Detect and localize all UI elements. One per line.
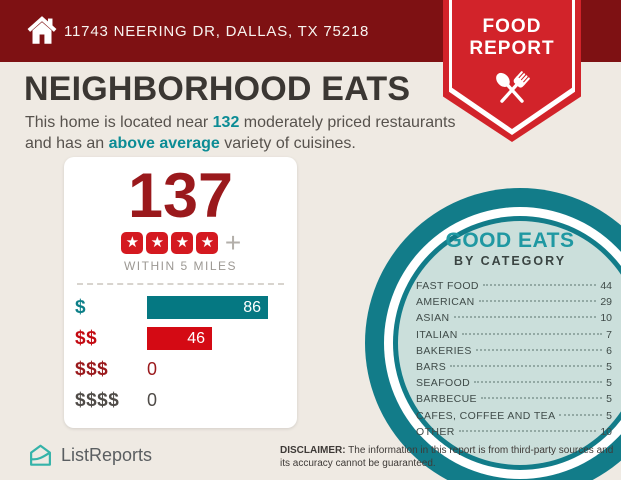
dotted-leader	[482, 284, 597, 286]
category-name: BAKERIES	[416, 344, 472, 357]
category-name: ASIAN	[416, 312, 450, 325]
star-icon: ★	[121, 232, 144, 254]
category-name: ITALIAN	[416, 328, 458, 341]
chart-row: $$$$ 0	[75, 386, 286, 415]
good-eats-content: GOOD EATS BY CATEGORY FAST FOOD 44 AMERICA…	[398, 221, 621, 465]
star-icon: ★	[171, 232, 194, 254]
category-name: CAFES, COFFEE AND TEA	[416, 409, 556, 422]
intro-part1: This home is located near	[25, 114, 213, 131]
crossed-spoon-fork-icon	[496, 71, 530, 103]
chart-row: $$ 46	[75, 324, 286, 353]
price-tier-label: $$	[75, 327, 98, 349]
category-count: 5	[606, 377, 612, 390]
intro-text: This home is located near 132 moderately…	[25, 112, 473, 154]
category-count: 7	[606, 328, 612, 341]
category-name: AMERICAN	[416, 296, 475, 309]
star-icon: ★	[196, 232, 219, 254]
category-item: OTHER 10	[416, 424, 612, 440]
plus-icon: +	[224, 227, 242, 258]
badge-line2: REPORT	[469, 38, 555, 60]
category-item: FAST FOOD 44	[416, 278, 612, 294]
good-eats-circle: GOOD EATS BY CATEGORY FAST FOOD 44 AMERICA…	[398, 221, 621, 465]
page-title: NEIGHBORHOOD EATS	[24, 70, 411, 108]
category-count: 5	[606, 361, 612, 374]
dotted-leader	[559, 413, 603, 416]
badge-line1: FOOD	[482, 16, 542, 37]
intro-part2: moderately priced restaurants and has an	[25, 114, 456, 153]
listreports-logo-icon	[30, 444, 51, 466]
zero-value: 0	[147, 359, 158, 379]
bar: 86	[147, 296, 268, 319]
category-count: 6	[606, 344, 612, 357]
category-item: SEAFOOD 5	[416, 375, 612, 391]
category-item: BAKERIES 6	[416, 343, 612, 359]
intro-part3: variety of cuisines.	[219, 135, 356, 153]
bar-area: 0	[147, 390, 286, 411]
disclaimer-label: DISCLAIMER:	[280, 445, 346, 456]
bar-area: 46	[147, 327, 286, 350]
badge-title: FOOD REPORT	[469, 16, 554, 60]
star-icon: ★	[146, 232, 169, 254]
category-count: 5	[606, 393, 612, 406]
restaurant-count-highlight: 132	[212, 114, 240, 131]
price-tier-label: $$$	[75, 358, 109, 380]
category-item: ASIAN 10	[416, 310, 612, 326]
category-item: ITALIAN 7	[416, 327, 612, 343]
dotted-leader	[453, 316, 597, 319]
chart-row: $$$ 0	[75, 355, 286, 384]
zero-value: 0	[147, 390, 158, 410]
dotted-leader	[475, 348, 603, 351]
food-report-badge: FOOD REPORT	[443, 0, 581, 142]
category-count: 29	[600, 296, 612, 309]
dotted-leader	[450, 365, 603, 368]
category-item: CAFES, COFFEE AND TEA 5	[416, 408, 612, 424]
category-count: 5	[606, 409, 612, 422]
category-name: BARS	[416, 361, 447, 374]
variety-highlight: above average	[108, 135, 220, 153]
good-eats-title: GOOD EATS	[445, 229, 575, 252]
category-list: FAST FOOD 44 AMERICAN 29 ASIAN 10 ITALIAN 7 BAKE…	[416, 278, 612, 440]
brand-name: ListReports	[61, 445, 153, 465]
bar: 46	[147, 327, 212, 350]
category-item: AMERICAN 29	[416, 294, 612, 310]
category-name: SEAFOOD	[416, 377, 471, 390]
dotted-leader	[461, 332, 603, 335]
dotted-leader	[458, 429, 597, 432]
category-name: OTHER	[416, 425, 455, 438]
category-name: BARBECUE	[416, 393, 477, 406]
price-tier-label: $	[75, 296, 87, 318]
rating-row: ★ ★ ★ ★ +	[64, 227, 297, 258]
good-eats-subtitle: BY CATEGORY	[453, 254, 567, 268]
badge-inner-shape: FOOD REPORT	[452, 0, 572, 129]
listreports-brand: ListReports	[28, 443, 152, 468]
bar-area: 86	[147, 296, 286, 319]
category-item: BARS 5	[416, 359, 612, 375]
disclaimer-text: The information in this report is from t…	[280, 445, 614, 469]
restaurant-summary-card: 137 ★ ★ ★ ★ + WITHIN 5 MILES $86 $$ 46 $$$ 0 $$$…	[64, 157, 297, 428]
property-address: 11743 NEERING DR, DALLAS, TX 75218	[64, 22, 370, 40]
bar-area: 0	[147, 359, 286, 380]
restaurant-count: 137	[127, 161, 234, 231]
home-icon	[27, 16, 57, 44]
price-tier-label: $$$$	[75, 389, 120, 411]
dashed-divider	[77, 283, 284, 285]
dotted-leader	[480, 397, 603, 400]
chart-row: $86	[75, 293, 286, 322]
dotted-leader	[474, 381, 603, 384]
stars-row: ★ ★ ★ ★	[120, 232, 220, 254]
disclaimer: DISCLAIMER: The information in this repo…	[280, 444, 618, 470]
category-count: 10	[600, 312, 612, 325]
category-item: BARBECUE 5	[416, 391, 612, 407]
category-name: FAST FOOD	[416, 280, 479, 292]
price-chart: $86 $$ 46 $$$ 0 $$$$ 0	[64, 293, 297, 415]
dotted-leader	[478, 300, 597, 303]
category-count: 10	[600, 425, 612, 438]
category-count: 44	[600, 280, 612, 292]
radius-caption: WITHIN 5 MILES	[123, 259, 237, 273]
